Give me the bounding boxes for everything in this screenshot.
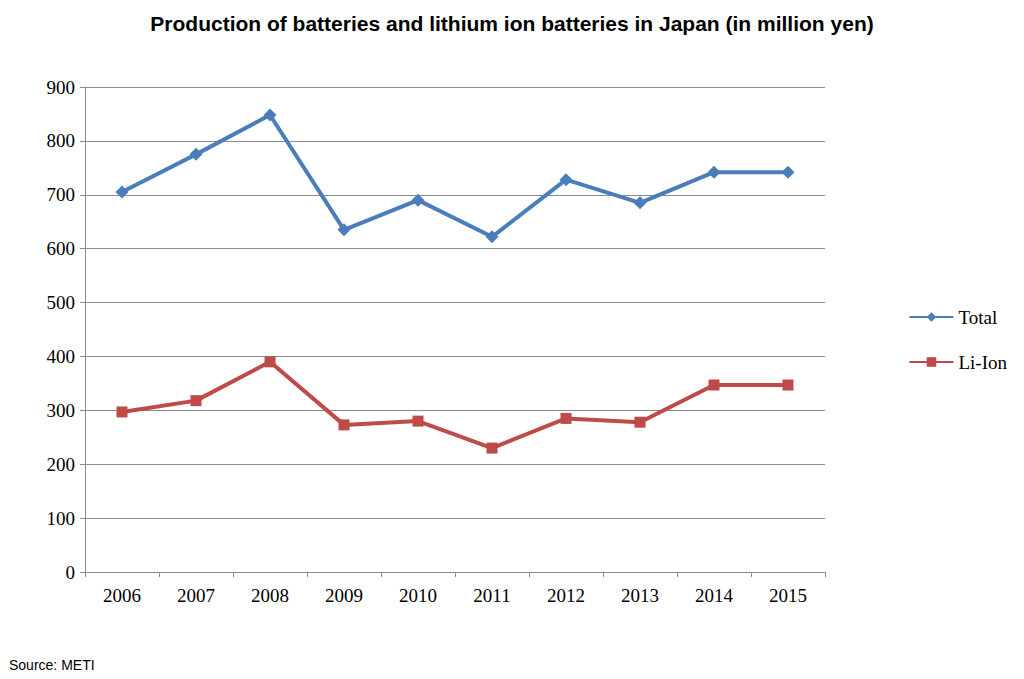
svg-text:400: 400: [47, 346, 76, 367]
svg-text:Production of batteries and li: Production of batteries and lithium ion …: [150, 12, 873, 35]
svg-text:100: 100: [47, 508, 76, 529]
svg-text:2015: 2015: [769, 585, 807, 606]
svg-text:500: 500: [47, 292, 76, 313]
svg-text:2014: 2014: [695, 585, 734, 606]
svg-text:2009: 2009: [325, 585, 363, 606]
svg-text:2008: 2008: [251, 585, 289, 606]
svg-text:2007: 2007: [177, 585, 215, 606]
svg-text:2013: 2013: [621, 585, 659, 606]
svg-text:Li-Ion: Li-Ion: [958, 352, 1007, 373]
svg-text:2010: 2010: [399, 585, 437, 606]
svg-text:2012: 2012: [547, 585, 585, 606]
svg-text:300: 300: [47, 400, 76, 421]
svg-text:0: 0: [66, 562, 76, 583]
svg-text:600: 600: [47, 238, 76, 259]
svg-text:2006: 2006: [103, 585, 141, 606]
svg-text:2011: 2011: [473, 585, 510, 606]
svg-text:Source: METI: Source: METI: [9, 657, 95, 673]
svg-text:900: 900: [47, 77, 76, 98]
svg-text:800: 800: [47, 130, 76, 151]
svg-text:Total: Total: [958, 307, 997, 328]
svg-text:200: 200: [47, 454, 76, 475]
svg-text:700: 700: [47, 184, 76, 205]
